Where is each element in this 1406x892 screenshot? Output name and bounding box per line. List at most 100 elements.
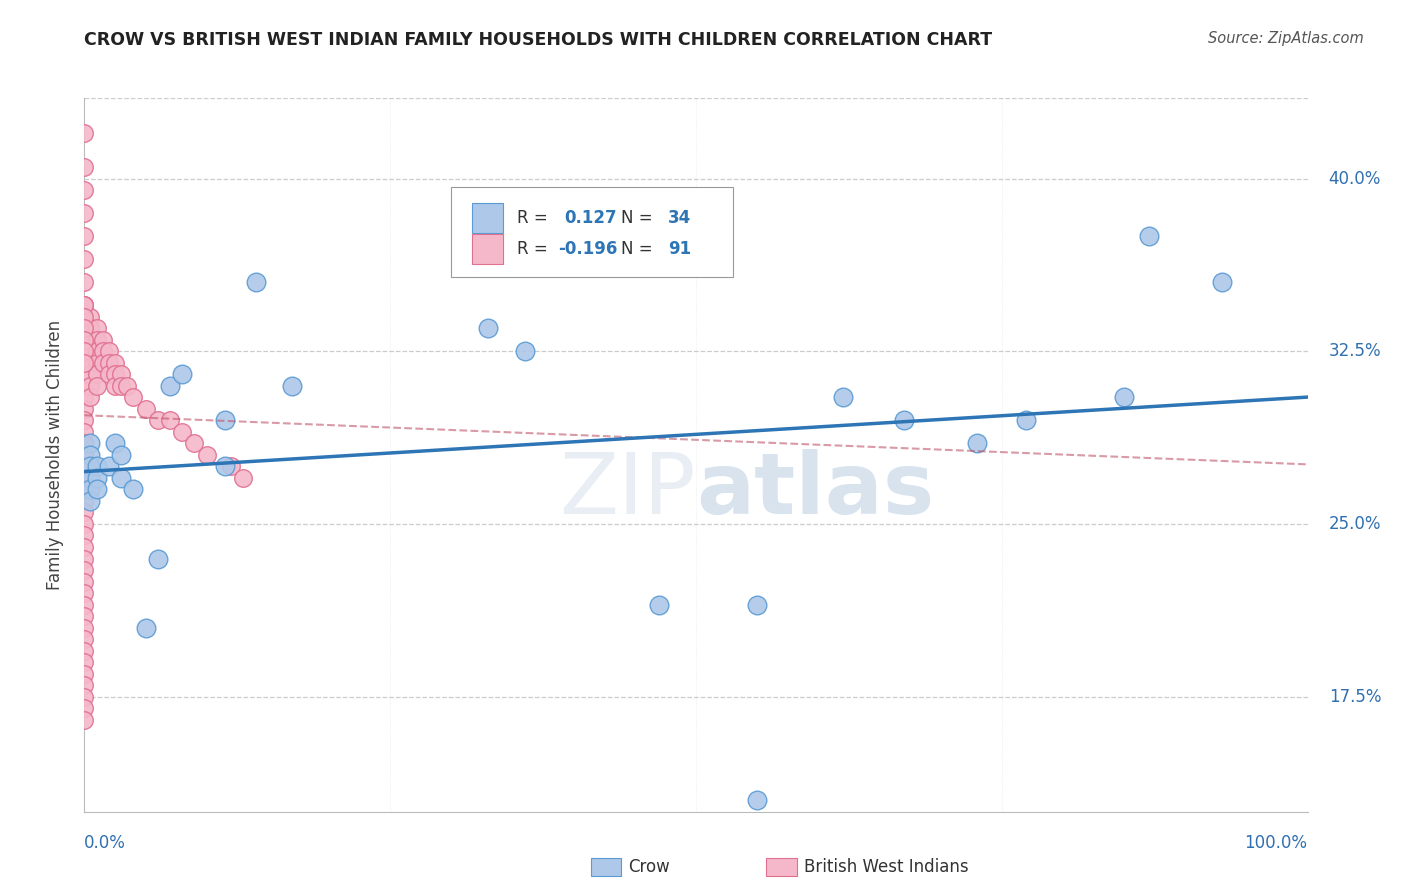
Point [183, 436, 205, 450]
Point [73, 333, 96, 347]
Point [79, 471, 101, 485]
Point [172, 368, 194, 382]
Text: N =: N = [621, 241, 658, 259]
Point [73, 321, 96, 335]
Point [135, 621, 157, 635]
Text: 100.0%: 100.0% [1244, 834, 1308, 852]
Point [1137, 229, 1160, 244]
FancyBboxPatch shape [451, 187, 733, 277]
Point [73, 632, 96, 646]
Bar [472, 235, 503, 264]
Point [86, 379, 108, 393]
Point [146, 413, 169, 427]
Point [73, 275, 96, 289]
Text: atlas: atlas [696, 449, 934, 533]
Point [110, 368, 132, 382]
Point [245, 275, 267, 289]
Point [966, 436, 988, 450]
Point [172, 425, 194, 439]
Point [73, 574, 96, 589]
Point [104, 379, 127, 393]
Point [73, 643, 96, 657]
Point [79, 436, 101, 450]
Point [73, 356, 96, 370]
Point [110, 448, 132, 462]
Point [73, 344, 96, 359]
Point [159, 413, 181, 427]
Point [214, 413, 236, 427]
Point [214, 459, 236, 474]
Point [73, 678, 96, 692]
Point [97, 368, 120, 382]
Point [104, 368, 127, 382]
Point [73, 494, 96, 508]
Point [73, 701, 96, 715]
Point [73, 310, 96, 324]
Text: 40.0%: 40.0% [1329, 169, 1381, 187]
Point [73, 425, 96, 439]
Point [73, 436, 96, 450]
Point [281, 379, 304, 393]
Point [73, 379, 96, 393]
Point [73, 586, 96, 600]
Point [79, 321, 101, 335]
Point [73, 356, 96, 370]
Text: British West Indians: British West Indians [804, 858, 969, 876]
Point [893, 413, 915, 427]
Point [648, 598, 671, 612]
Point [73, 160, 96, 174]
Point [1211, 275, 1233, 289]
Point [73, 448, 96, 462]
Point [86, 321, 108, 335]
Point [73, 666, 96, 681]
Point [195, 448, 218, 462]
Text: Source: ZipAtlas.com: Source: ZipAtlas.com [1208, 31, 1364, 46]
Point [79, 459, 101, 474]
Point [91, 333, 114, 347]
Text: -0.196: -0.196 [558, 241, 617, 259]
Point [122, 483, 145, 497]
Point [79, 310, 101, 324]
Point [73, 483, 96, 497]
Point [73, 298, 96, 312]
Point [73, 229, 96, 244]
Text: 0.127: 0.127 [564, 209, 616, 227]
Point [73, 563, 96, 577]
Point [1015, 413, 1038, 427]
Point [219, 459, 242, 474]
Point [86, 333, 108, 347]
Point [97, 459, 120, 474]
Text: ZIP: ZIP [560, 449, 696, 533]
Point [747, 598, 769, 612]
Point [73, 598, 96, 612]
Point [79, 344, 101, 359]
Point [86, 459, 108, 474]
Point [73, 368, 96, 382]
Point [73, 298, 96, 312]
Point [79, 368, 101, 382]
Text: CROW VS BRITISH WEST INDIAN FAMILY HOUSEHOLDS WITH CHILDREN CORRELATION CHART: CROW VS BRITISH WEST INDIAN FAMILY HOUSE… [84, 31, 993, 49]
Text: 91: 91 [668, 241, 690, 259]
Point [73, 690, 96, 704]
Point [73, 713, 96, 727]
Point [73, 540, 96, 554]
Point [73, 368, 96, 382]
Point [73, 356, 96, 370]
Bar [472, 203, 503, 233]
Text: N =: N = [621, 209, 658, 227]
Point [73, 551, 96, 566]
Point [73, 459, 96, 474]
Point [110, 471, 132, 485]
Point [135, 401, 157, 416]
Point [1114, 390, 1136, 404]
Point [73, 390, 96, 404]
Point [115, 379, 138, 393]
Point [97, 356, 120, 370]
Point [73, 516, 96, 531]
Point [86, 483, 108, 497]
Point [79, 333, 101, 347]
Point [79, 494, 101, 508]
Point [73, 655, 96, 669]
Point [73, 609, 96, 624]
Point [79, 356, 101, 370]
